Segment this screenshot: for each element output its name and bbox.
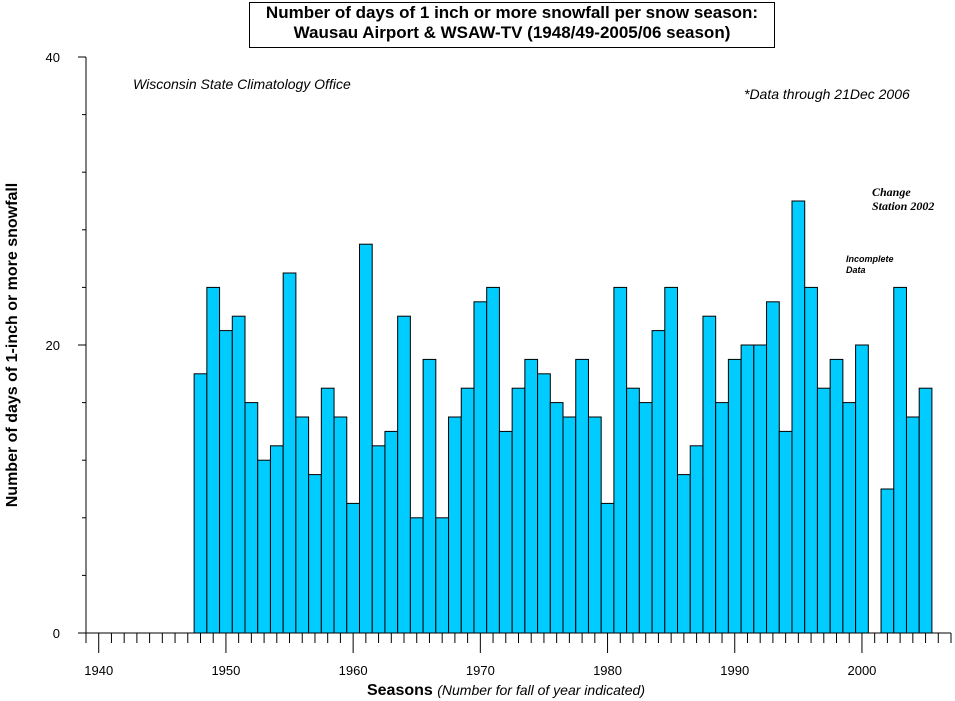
incomplete-data-annotation-line2: Data xyxy=(846,265,866,275)
bar-1966 xyxy=(422,358,437,634)
bar-1981 xyxy=(613,286,628,634)
x-axis-title: Seasons (Number for fall of year indicat… xyxy=(367,682,645,699)
bar-1995 xyxy=(791,200,806,634)
bar-1997 xyxy=(816,387,831,634)
bar-1954 xyxy=(269,445,284,634)
bar-1959 xyxy=(333,416,348,634)
change-station-annotation-line1: Change xyxy=(872,185,911,199)
x-tick-label: 1970 xyxy=(466,663,495,678)
bar-1988 xyxy=(702,315,717,634)
bar-1998 xyxy=(829,358,844,634)
bar-1973 xyxy=(511,387,526,634)
bar-1960 xyxy=(346,502,360,634)
x-tick-label: 1980 xyxy=(593,663,622,678)
bar-1969 xyxy=(460,387,475,634)
bar-1996 xyxy=(804,286,818,634)
bar-1994 xyxy=(778,430,793,634)
x-tick-label: 1990 xyxy=(720,663,749,678)
bar-1962 xyxy=(371,445,386,634)
bar-1979 xyxy=(587,416,602,634)
bar-1999 xyxy=(842,402,857,634)
y-axis: 0 20 40 xyxy=(46,50,86,641)
bar-2005 xyxy=(918,387,933,634)
bar-1982 xyxy=(626,387,640,634)
bar-1964 xyxy=(397,315,411,634)
bar-1953 xyxy=(257,459,271,634)
bar-1970 xyxy=(473,301,488,634)
source-annotation: Wisconsin State Climatology Office xyxy=(133,76,351,92)
x-axis-title-main: Seasons xyxy=(367,682,433,699)
bar-1955 xyxy=(282,272,297,634)
bar-2000 xyxy=(855,344,869,634)
bar-1976 xyxy=(549,402,564,634)
bar-series xyxy=(193,200,933,634)
bar-2002 xyxy=(880,488,895,634)
y-tick-label: 0 xyxy=(53,626,60,641)
x-axis: 1940 1950 1960 1970 1980 1990 2000 xyxy=(84,633,952,678)
bar-1989 xyxy=(715,402,729,634)
bar-1950 xyxy=(219,330,233,634)
chart-title: Number of days of 1 inch or more snowfal… xyxy=(265,3,759,22)
bar-1961 xyxy=(358,243,373,634)
bar-1967 xyxy=(435,517,450,634)
bar-1968 xyxy=(448,416,462,634)
bar-1963 xyxy=(384,430,399,634)
bar-1980 xyxy=(600,502,615,634)
y-tick-label: 20 xyxy=(46,338,60,353)
change-station-annotation-line2: Station 2002 xyxy=(872,199,934,213)
bar-1972 xyxy=(498,430,513,634)
bar-1977 xyxy=(562,416,577,634)
chart-subtitle: Wausau Airport & WSAW-TV (1948/49-2005/0… xyxy=(293,23,731,42)
bar-1956 xyxy=(295,416,310,634)
bar-1965 xyxy=(409,517,424,634)
bar-1957 xyxy=(308,474,322,634)
bar-1978 xyxy=(575,358,589,634)
bar-1990 xyxy=(727,358,742,634)
bar-1971 xyxy=(486,286,500,634)
x-axis-title-note: (Number for fall of year indicated) xyxy=(437,682,645,698)
bar-2004 xyxy=(905,416,920,634)
bar-1984 xyxy=(651,330,666,634)
data-through-annotation: *Data through 21Dec 2006 xyxy=(744,86,910,102)
bar-1986 xyxy=(677,474,691,634)
x-tick-label: 1940 xyxy=(84,663,113,678)
bar-1952 xyxy=(244,402,259,634)
bar-1987 xyxy=(689,445,704,634)
y-axis-title: Number of days of 1-inch or more snowfal… xyxy=(4,183,21,508)
chart-title-box: Number of days of 1 inch or more snowfal… xyxy=(249,2,775,48)
bar-1951 xyxy=(231,315,246,634)
bar-1993 xyxy=(766,301,780,634)
bar-1948 xyxy=(193,373,208,634)
bar-1985 xyxy=(664,286,679,634)
x-tick-label: 2000 xyxy=(847,663,876,678)
x-tick-label: 1960 xyxy=(339,663,368,678)
x-tick-label: 1950 xyxy=(211,663,240,678)
bar-1958 xyxy=(320,387,335,634)
incomplete-data-annotation-line1: Incomplete xyxy=(846,254,894,264)
bar-1991 xyxy=(740,344,755,634)
bar-1983 xyxy=(638,402,653,634)
bar-1974 xyxy=(524,358,539,634)
bar-1949 xyxy=(206,286,221,634)
y-tick-label: 40 xyxy=(46,50,60,65)
bar-1975 xyxy=(537,373,551,634)
bar-1992 xyxy=(753,344,768,634)
bar-2003 xyxy=(893,286,907,634)
